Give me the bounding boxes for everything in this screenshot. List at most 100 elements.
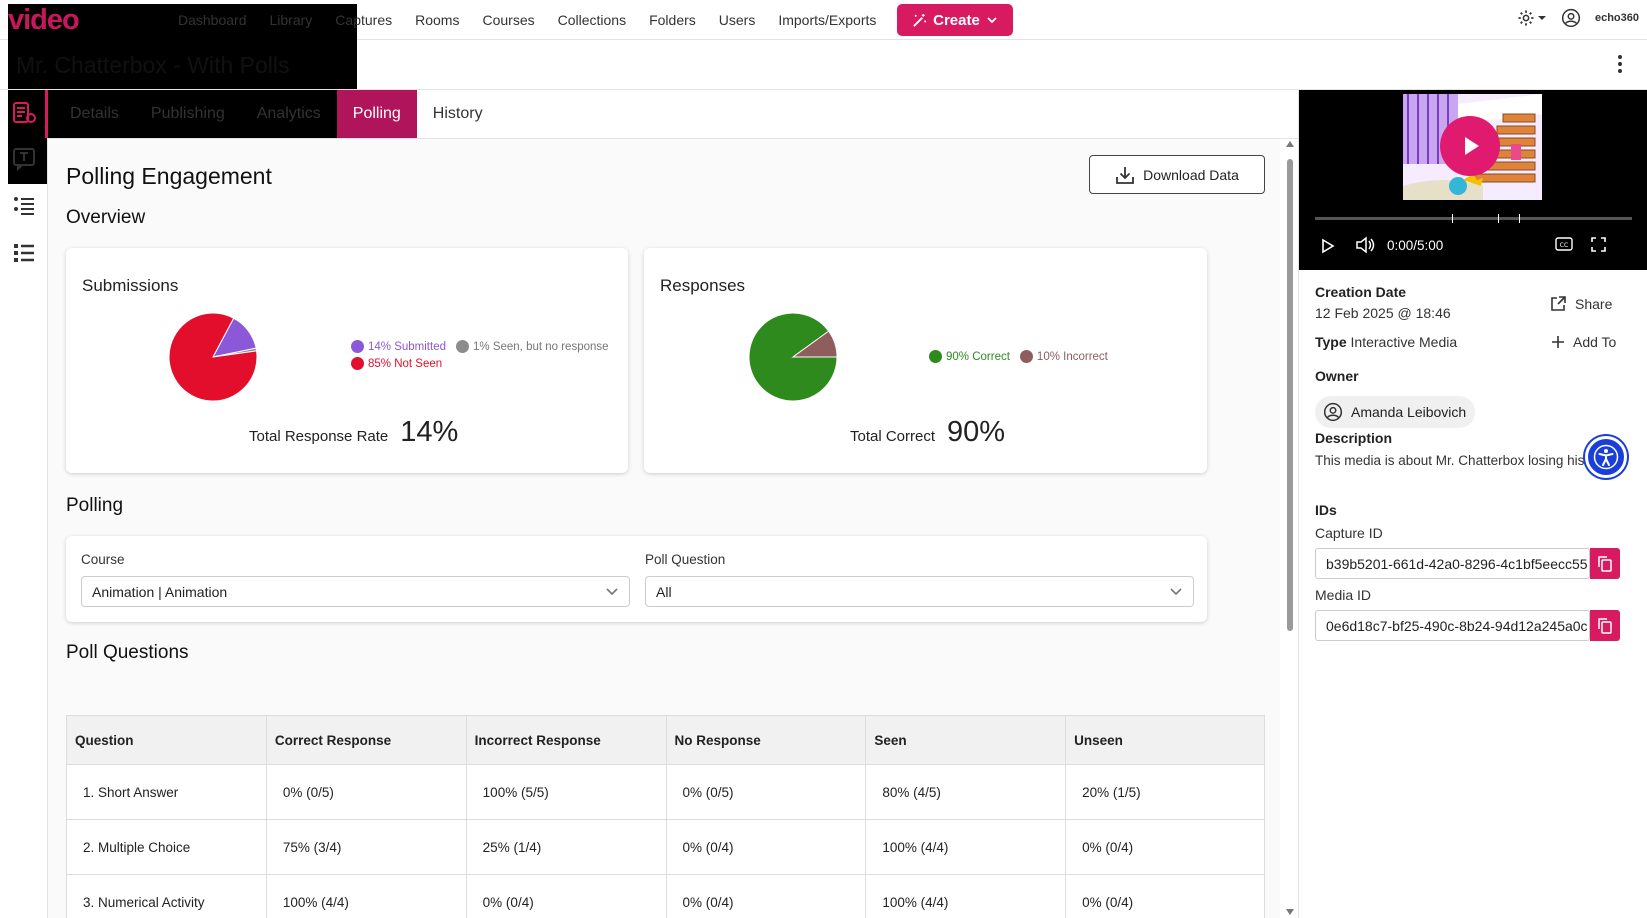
- ids-label: IDs: [1315, 502, 1337, 518]
- plus-icon: [1552, 336, 1564, 348]
- volume-icon[interactable]: [1355, 236, 1375, 254]
- submissions-title: Submissions: [82, 276, 179, 295]
- table-cell: 80% (4/5): [865, 764, 1067, 820]
- table-cell: 25% (1/4): [465, 819, 667, 875]
- more-options-icon[interactable]: [1617, 54, 1623, 74]
- video-time: 0:00/5:00: [1387, 238, 1444, 253]
- pie-slice-not-seen[interactable]: [168, 312, 258, 402]
- correct-swatch: [929, 350, 942, 363]
- nav-imports-exports[interactable]: Imports/Exports: [778, 12, 877, 28]
- total-response-rate: Total Response Rate 14%: [249, 416, 459, 448]
- column-header[interactable]: Question: [66, 715, 267, 765]
- media-tabs: Details Publishing Analytics Polling His…: [48, 90, 1298, 139]
- fullscreen-icon[interactable]: [1591, 237, 1606, 252]
- nav-rooms[interactable]: Rooms: [415, 12, 460, 28]
- table-cell: 100% (4/4): [865, 819, 1067, 875]
- seen-swatch: [456, 340, 469, 353]
- tab-analytics[interactable]: Analytics: [256, 105, 321, 122]
- copy-icon: [1598, 555, 1612, 572]
- main-scrollbar[interactable]: [1282, 139, 1298, 918]
- media-id-field[interactable]: 0e6d18c7-bf25-490c-8b24-94d12a245a0c: [1315, 610, 1590, 641]
- main-nav: Dashboard Library Captures Rooms Courses…: [178, 0, 899, 40]
- play-overlay-button[interactable]: [1440, 116, 1500, 176]
- table-header-row: Question Correct Response Incorrect Resp…: [66, 715, 1265, 765]
- pie-slice-incorrect[interactable]: [791, 330, 838, 358]
- column-header[interactable]: Incorrect Response: [465, 715, 667, 765]
- legend-not-seen: 85% Not Seen: [351, 357, 442, 370]
- legend-correct: 90% Correct: [929, 350, 1010, 363]
- legend-incorrect: 10% Incorrect: [1019, 350, 1108, 363]
- polling-heading: Polling: [66, 495, 124, 516]
- table-cell: 100% (4/4): [865, 874, 1067, 918]
- tab-publishing[interactable]: Publishing: [150, 105, 225, 122]
- scrollbar-thumb[interactable]: [1287, 159, 1293, 631]
- tab-polling[interactable]: Polling: [336, 90, 417, 138]
- nav-dashboard[interactable]: Dashboard: [178, 12, 247, 28]
- echovideo-logo[interactable]: echovideo: [8, 4, 357, 184]
- table-cell: 2. Multiple Choice: [66, 819, 267, 875]
- share-icon: [1551, 296, 1566, 311]
- capture-id-field[interactable]: b39b5201-661d-42a0-8296-4c1bf5eecc55: [1315, 548, 1590, 579]
- add-to-button[interactable]: Add To: [1551, 334, 1616, 350]
- copy-capture-id-button[interactable]: [1590, 548, 1620, 579]
- poll-question-select[interactable]: All: [645, 576, 1194, 607]
- nav-folders[interactable]: Folders: [649, 12, 696, 28]
- table-cell: 100% (5/5): [465, 764, 667, 820]
- magic-wand-icon: [913, 13, 927, 27]
- settings-menu[interactable]: [1517, 9, 1547, 27]
- table-cell: 0% (0/4): [465, 874, 667, 918]
- table-row: 2. Multiple Choice 75% (3/4) 25% (1/4) 0…: [66, 819, 1265, 875]
- media-details-icon[interactable]: [11, 100, 37, 126]
- table-row: 1. Short Answer 0% (0/5) 100% (5/5) 0% (…: [66, 764, 1265, 820]
- owner-chip[interactable]: Amanda Leibovich: [1315, 396, 1475, 428]
- table-cell: 100% (4/4): [265, 874, 467, 918]
- table-cell: 0% (0/4): [665, 874, 867, 918]
- total-correct: Total Correct 90%: [850, 416, 1006, 448]
- tab-details[interactable]: Details: [70, 105, 119, 122]
- column-header[interactable]: No Response: [665, 715, 867, 765]
- incorrect-swatch: [1019, 350, 1033, 363]
- list-icon[interactable]: [11, 240, 37, 266]
- download-data-button[interactable]: Download Data: [1089, 155, 1265, 194]
- copy-media-id-button[interactable]: [1590, 610, 1620, 641]
- nav-courses[interactable]: Courses: [482, 12, 535, 28]
- table-row: 3. Numerical Activity 100% (4/4) 0% (0/4…: [66, 874, 1265, 918]
- share-button[interactable]: Share: [1549, 295, 1612, 313]
- accessibility-button[interactable]: [1585, 436, 1627, 478]
- transcript-icon[interactable]: [11, 146, 37, 172]
- nav-users[interactable]: Users: [718, 12, 756, 28]
- creation-date-label: Creation Date: [1315, 284, 1407, 300]
- media-id-label: Media ID: [1315, 587, 1372, 603]
- polling-content: Polling Engagement Download Data Overvie…: [48, 139, 1280, 918]
- nav-library[interactable]: Library: [269, 12, 313, 28]
- closed-captions-icon[interactable]: CC: [1555, 237, 1573, 251]
- download-icon: [1116, 166, 1135, 184]
- poll-questions-table: Question Correct Response Incorrect Resp…: [66, 715, 1265, 918]
- chapters-icon[interactable]: [11, 194, 37, 220]
- chapter-marker: [1519, 214, 1520, 223]
- column-header[interactable]: Seen: [865, 715, 1067, 765]
- type-value: Interactive Media: [1350, 334, 1458, 350]
- gear-icon: [1518, 10, 1534, 26]
- column-header[interactable]: Unseen: [1065, 715, 1265, 765]
- create-label: Create: [933, 11, 980, 29]
- submissions-card: Submissions 14% Submitted 1% Seen, but n…: [66, 248, 628, 473]
- user-icon: [1323, 402, 1343, 422]
- video-player[interactable]: 0:00/5:00 CC: [1299, 90, 1647, 270]
- user-account-icon[interactable]: [1561, 8, 1581, 28]
- course-select[interactable]: Animation | Animation: [81, 576, 630, 607]
- responses-legend: 90% Correct 10% Incorrect: [929, 350, 1199, 363]
- nav-collections[interactable]: Collections: [557, 12, 627, 28]
- create-button[interactable]: Create: [897, 4, 1013, 36]
- nav-captures[interactable]: Captures: [335, 12, 393, 28]
- video-controls: 0:00/5:00 CC: [1299, 230, 1647, 260]
- column-header[interactable]: Correct Response: [265, 715, 467, 765]
- play-icon[interactable]: [1321, 238, 1335, 254]
- scroll-down-icon[interactable]: [1286, 909, 1294, 915]
- tab-history[interactable]: History: [432, 105, 483, 122]
- scroll-up-icon[interactable]: [1286, 141, 1294, 147]
- owner-label: Owner: [1315, 368, 1359, 384]
- left-rail: [0, 90, 48, 918]
- not-seen-swatch: [351, 357, 364, 370]
- video-progress-bar[interactable]: [1315, 214, 1632, 223]
